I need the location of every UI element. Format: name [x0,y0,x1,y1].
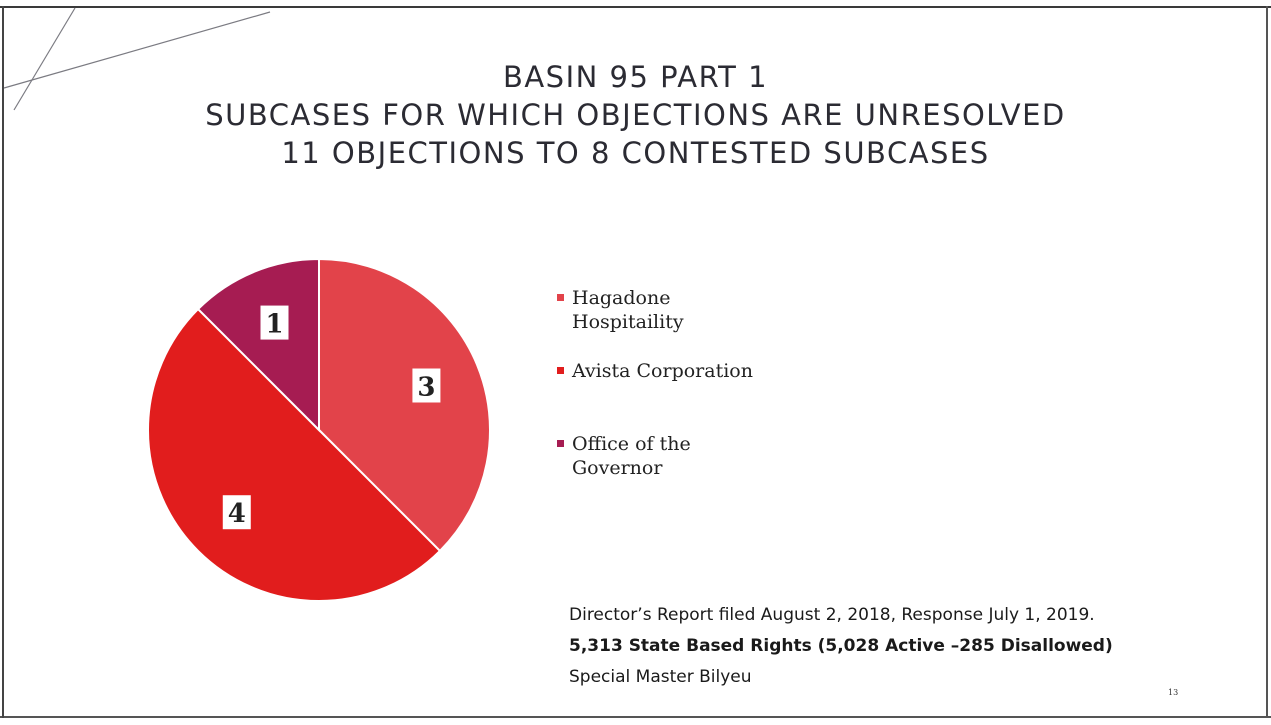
data-label-avista: 4 [228,499,246,529]
frame-top-border [0,6,1271,8]
legend-label-hagadone-line-1: Hagadone [572,287,671,309]
title-line-3: 11 OBJECTIONS TO 8 CONTESTED SUBCASES [281,136,990,170]
legend-label-governor-line-2: Governor [572,457,663,479]
page-number: 13 [1168,688,1179,697]
footer-line-1: Director’s Report filed August 2, 2018, … [569,605,1095,625]
legend-label-avista: Avista Corporation [572,359,772,383]
legend-swatch-governor [557,440,564,447]
legend-swatch-hagadone [557,294,564,301]
pie-slices [147,257,491,602]
pie-slice-governor [196,257,320,433]
legend-label-governor: Office of the Governor [572,432,772,480]
legend-label-avista-line-1: Avista Corporation [572,360,753,382]
legend-swatch-avista [557,367,564,374]
legend-label-hagadone-line-2: Hospitaility [572,311,684,333]
pie-slice-avista [147,307,442,602]
data-label-hagadone: 3 [417,373,435,403]
data-label-box-avista [222,495,251,530]
frame-left-border [2,6,4,718]
data-label-box-hagadone [412,368,441,403]
data-label-box-governor [260,305,289,340]
decor-line-1 [13,7,76,111]
pie-slice-hagadone [318,257,491,553]
title-line-2: SUBCASES FOR WHICH OBJECTIONS ARE UNRESO… [205,98,1066,132]
legend-label-governor-line-1: Office of the [572,433,691,455]
chart-title: BASIN 95 PART 1 SUBCASES FOR WHICH OBJEC… [0,58,1271,172]
footer-line-3: Special Master Bilyeu [569,667,752,687]
decor-line-2 [3,11,271,89]
pie-labels: 3 4 1 [222,305,441,530]
legend-label-hagadone: Hagadone Hospitaility [572,286,772,334]
frame-right-border [1266,6,1268,718]
footer-notes: Director’s Report filed August 2, 2018, … [569,600,1113,693]
data-label-governor: 1 [265,310,283,340]
title-line-1: BASIN 95 PART 1 [502,60,769,94]
frame-bottom-border [0,716,1271,718]
footer-line-2: 5,313 State Based Rights (5,028 Active –… [569,636,1113,656]
